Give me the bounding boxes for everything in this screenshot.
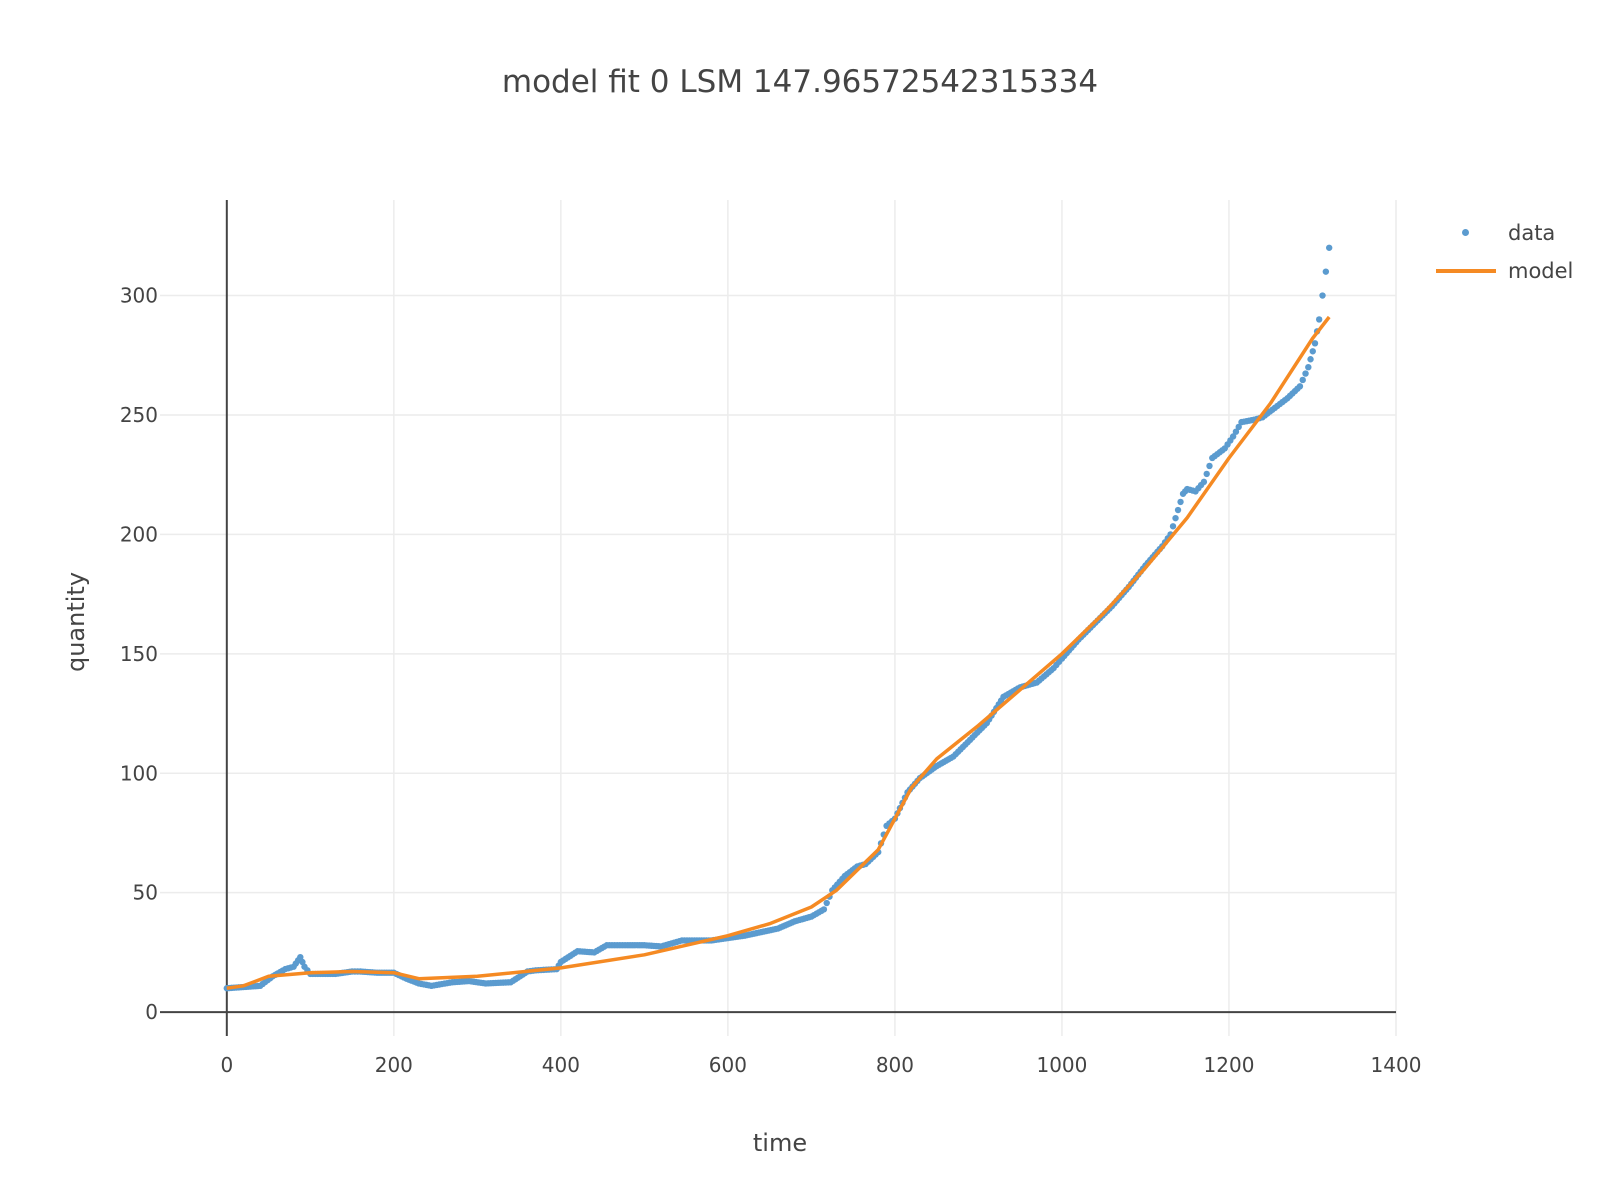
data-point	[299, 958, 306, 966]
data-point	[1302, 370, 1309, 377]
y-tick-label: 250	[120, 403, 158, 427]
data-point	[1169, 523, 1177, 530]
data-point	[1325, 244, 1333, 251]
series-model	[226, 315, 1331, 990]
data-point	[1203, 470, 1210, 478]
y-tick-label: 150	[120, 642, 158, 666]
grid-lines	[160, 200, 1397, 1036]
y-tick-label: 0	[145, 1000, 158, 1024]
legend-label-model: model	[1508, 259, 1574, 283]
data-point	[1299, 376, 1306, 384]
x-tick-label: 600	[709, 1053, 747, 1077]
data-point	[820, 906, 828, 913]
x-tick-label: 1200	[1204, 1053, 1255, 1077]
x-tick-label: 800	[876, 1053, 914, 1077]
legend[interactable]: data model	[1436, 214, 1573, 290]
legend-line-icon	[1436, 261, 1496, 281]
x-tick-label: 1400	[1371, 1053, 1422, 1077]
data-point	[1200, 478, 1208, 486]
x-axis-label: time	[753, 1129, 807, 1157]
data-point	[297, 953, 304, 961]
chart-title: model fit 0 LSM 147.96572542315334	[501, 64, 1099, 100]
y-tick-label: 100	[120, 761, 158, 785]
data-point	[1206, 462, 1213, 470]
data-point	[1319, 292, 1326, 299]
legend-marker-icon	[1436, 223, 1496, 243]
data-point	[1309, 348, 1316, 355]
data-point	[1235, 423, 1242, 431]
tick-labels: 0 200 400 600 800 1000 1200 1400 0 50 100 150 200 250…	[120, 284, 1422, 1077]
data-point	[1229, 433, 1237, 440]
data-point	[1296, 383, 1304, 390]
data-point	[1311, 340, 1319, 347]
x-tick-label: 400	[542, 1053, 580, 1077]
y-axis-label: quantity	[62, 572, 90, 672]
legend-label-data: data	[1508, 221, 1556, 245]
data-point	[1174, 506, 1182, 514]
x-tick-label: 0	[220, 1053, 233, 1077]
data-point	[823, 899, 830, 907]
data-point	[1172, 514, 1179, 522]
x-tick-label: 200	[375, 1053, 413, 1077]
y-tick-label: 200	[120, 522, 158, 546]
data-point	[1315, 316, 1323, 323]
y-tick-label: 300	[120, 284, 158, 308]
data-point	[1307, 356, 1314, 363]
y-tick-label: 50	[133, 881, 158, 905]
model-line	[226, 315, 1331, 990]
data-point	[1177, 498, 1184, 506]
axes	[160, 200, 1396, 1036]
x-tick-label: 1000	[1036, 1053, 1087, 1077]
legend-item-model[interactable]: model	[1436, 252, 1573, 290]
legend-dot	[1462, 229, 1469, 236]
series-data	[223, 244, 1333, 992]
legend-line	[1436, 269, 1496, 273]
data-point	[1232, 428, 1240, 435]
data-point	[1322, 268, 1330, 275]
data-point	[1305, 364, 1312, 371]
legend-item-data[interactable]: data	[1436, 214, 1573, 252]
